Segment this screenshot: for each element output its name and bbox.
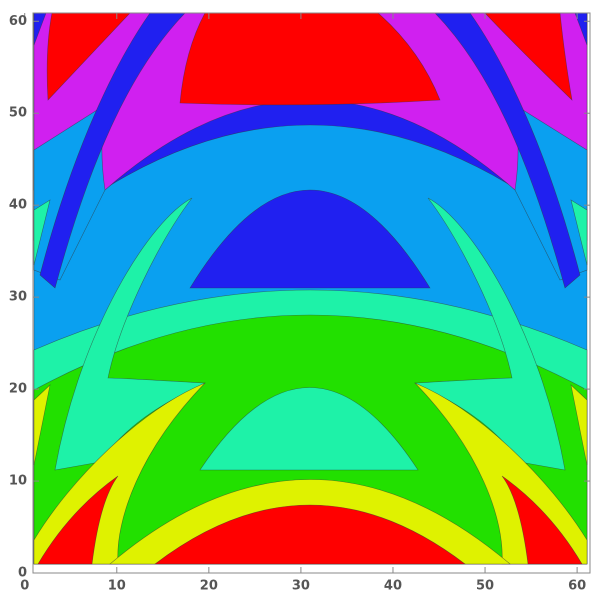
contour-region (434, 13, 581, 289)
contour-region (484, 13, 573, 101)
y-tick-label: 50 (9, 106, 27, 121)
x-tick-label: 20 (200, 579, 218, 594)
contour-region (46, 13, 131, 101)
x-tick-label: 60 (568, 579, 586, 594)
contour-region (39, 13, 186, 289)
y-tick-label: 10 (9, 474, 27, 489)
x-tick-label: 30 (292, 579, 310, 594)
plot-frame (32, 12, 591, 574)
y-tick-label: 60 (9, 14, 27, 29)
y-tick-label: 20 (9, 382, 27, 397)
contour-region (570, 199, 588, 266)
contour-region (179, 13, 441, 106)
x-tick-label: 10 (108, 579, 126, 594)
contour-region (37, 475, 119, 565)
contour-region (33, 199, 51, 266)
y-tick-label: 0 (18, 566, 27, 581)
contour-region (189, 189, 431, 289)
x-tick-label: 0 (20, 579, 29, 594)
y-tick-label: 40 (9, 198, 27, 213)
contour-field (33, 13, 590, 573)
contour-region (501, 475, 583, 565)
contour-region (570, 384, 588, 466)
y-tick-label: 30 (9, 290, 27, 305)
contour-region (154, 504, 466, 565)
contour-region (199, 387, 419, 471)
x-tick-label: 40 (384, 579, 402, 594)
contour-region (33, 384, 51, 466)
x-tick-label: 50 (476, 579, 494, 594)
